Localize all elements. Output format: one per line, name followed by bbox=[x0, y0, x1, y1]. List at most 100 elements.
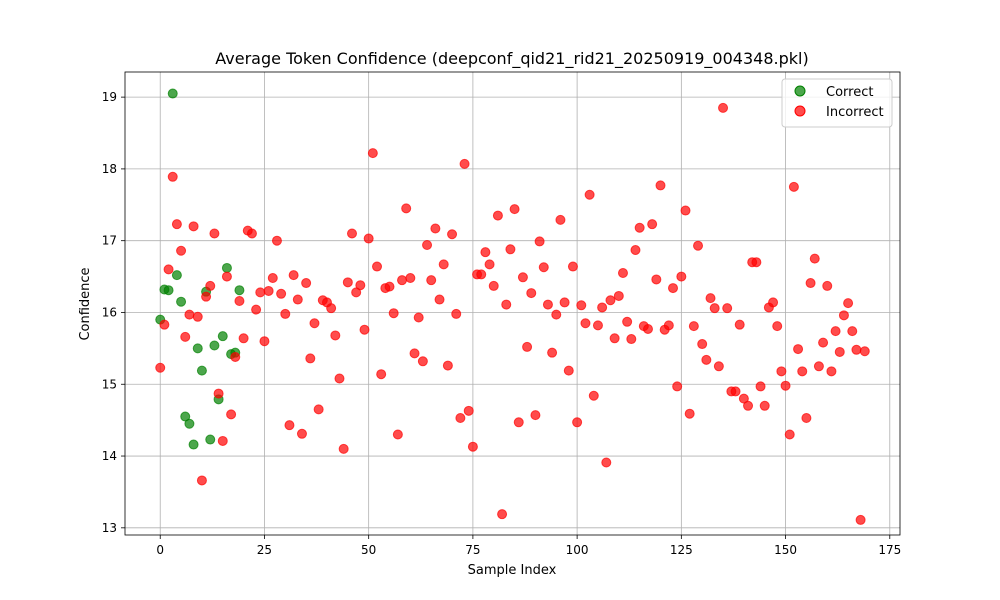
point-incorrect bbox=[680, 205, 691, 216]
point-incorrect bbox=[334, 373, 345, 384]
point-incorrect bbox=[542, 299, 553, 310]
y-tick-label: 17 bbox=[102, 234, 117, 248]
point-incorrect bbox=[701, 354, 712, 365]
point-incorrect bbox=[697, 339, 708, 350]
point-incorrect bbox=[492, 210, 503, 221]
x-tick-label: 100 bbox=[566, 543, 589, 557]
point-incorrect bbox=[713, 361, 724, 372]
point-incorrect bbox=[588, 390, 599, 401]
point-incorrect bbox=[238, 333, 249, 344]
point-incorrect bbox=[426, 275, 437, 286]
point-incorrect bbox=[313, 404, 324, 415]
legend-box bbox=[781, 78, 893, 128]
point-incorrect bbox=[605, 295, 616, 306]
point-incorrect bbox=[501, 299, 512, 310]
legend-label-correct: Correct bbox=[826, 85, 873, 100]
point-incorrect bbox=[651, 274, 662, 285]
x-tick-label: 50 bbox=[361, 543, 376, 557]
point-incorrect bbox=[709, 303, 720, 314]
point-incorrect bbox=[213, 388, 224, 399]
point-incorrect bbox=[447, 229, 458, 240]
point-incorrect bbox=[655, 180, 666, 191]
point-incorrect bbox=[538, 262, 549, 273]
point-incorrect bbox=[167, 171, 178, 182]
point-incorrect bbox=[592, 320, 603, 331]
point-incorrect bbox=[359, 324, 370, 335]
point-incorrect bbox=[280, 308, 291, 319]
point-incorrect bbox=[355, 280, 366, 291]
y-axis-label: Confidence bbox=[78, 267, 93, 340]
point-incorrect bbox=[413, 312, 424, 323]
point-incorrect bbox=[230, 351, 241, 362]
point-incorrect bbox=[463, 405, 474, 416]
point-incorrect bbox=[759, 400, 770, 411]
point-incorrect bbox=[705, 293, 716, 304]
point-incorrect bbox=[642, 323, 653, 334]
point-incorrect bbox=[793, 344, 804, 355]
point-incorrect bbox=[372, 261, 383, 272]
point-incorrect bbox=[784, 429, 795, 440]
point-incorrect bbox=[455, 412, 466, 423]
point-incorrect bbox=[434, 294, 445, 305]
point-correct bbox=[188, 439, 199, 450]
x-tick-label: 75 bbox=[465, 543, 480, 557]
point-incorrect bbox=[609, 333, 620, 344]
point-incorrect bbox=[267, 273, 278, 284]
point-incorrect bbox=[576, 300, 587, 311]
point-incorrect bbox=[822, 280, 833, 291]
point-incorrect bbox=[376, 369, 387, 380]
point-correct bbox=[192, 343, 203, 354]
point-incorrect bbox=[797, 366, 808, 377]
point-incorrect bbox=[755, 381, 766, 392]
chart-title: Average Token Confidence (deepconf_qid21… bbox=[215, 49, 808, 69]
point-incorrect bbox=[859, 346, 870, 357]
point-incorrect bbox=[772, 321, 783, 332]
point-incorrect bbox=[326, 303, 337, 314]
y-tick-label: 18 bbox=[102, 162, 117, 176]
point-incorrect bbox=[284, 420, 295, 431]
point-incorrect bbox=[743, 400, 754, 411]
point-correct bbox=[234, 285, 245, 296]
point-incorrect bbox=[818, 337, 829, 348]
point-incorrect bbox=[480, 247, 491, 258]
point-incorrect bbox=[163, 264, 174, 275]
point-incorrect bbox=[417, 356, 428, 367]
point-incorrect bbox=[626, 334, 637, 345]
point-incorrect bbox=[555, 214, 566, 225]
point-incorrect bbox=[484, 259, 495, 270]
point-incorrect bbox=[401, 203, 412, 214]
point-incorrect bbox=[718, 102, 729, 113]
point-incorrect bbox=[292, 294, 303, 305]
point-incorrect bbox=[397, 275, 408, 286]
point-incorrect bbox=[805, 278, 816, 289]
point-correct bbox=[171, 270, 182, 281]
y-tick-label: 19 bbox=[102, 90, 117, 104]
point-correct bbox=[205, 434, 216, 445]
point-incorrect bbox=[530, 410, 541, 421]
point-correct bbox=[196, 365, 207, 376]
point-incorrect bbox=[192, 311, 203, 322]
axes: 0 25 50 75 100 125 150 175 13 14 15 16 17 18 19 bbox=[102, 71, 901, 557]
legend-marker-correct bbox=[794, 85, 806, 97]
point-incorrect bbox=[559, 297, 570, 308]
point-incorrect bbox=[305, 353, 316, 364]
point-incorrect bbox=[734, 319, 745, 330]
point-incorrect bbox=[497, 509, 508, 520]
point-incorrect bbox=[522, 341, 533, 352]
point-incorrect bbox=[476, 269, 487, 280]
point-incorrect bbox=[209, 228, 220, 239]
point-incorrect bbox=[534, 236, 545, 247]
x-tick-label: 0 bbox=[156, 543, 164, 557]
point-incorrect bbox=[776, 366, 787, 377]
point-correct bbox=[209, 340, 220, 351]
point-incorrect bbox=[171, 219, 182, 230]
point-incorrect bbox=[342, 277, 353, 288]
point-incorrect bbox=[442, 360, 453, 371]
point-incorrect bbox=[513, 417, 524, 428]
point-incorrect bbox=[405, 273, 416, 284]
point-incorrect bbox=[630, 245, 641, 256]
point-incorrect bbox=[838, 310, 849, 321]
point-incorrect bbox=[672, 381, 683, 392]
point-incorrect bbox=[572, 417, 583, 428]
